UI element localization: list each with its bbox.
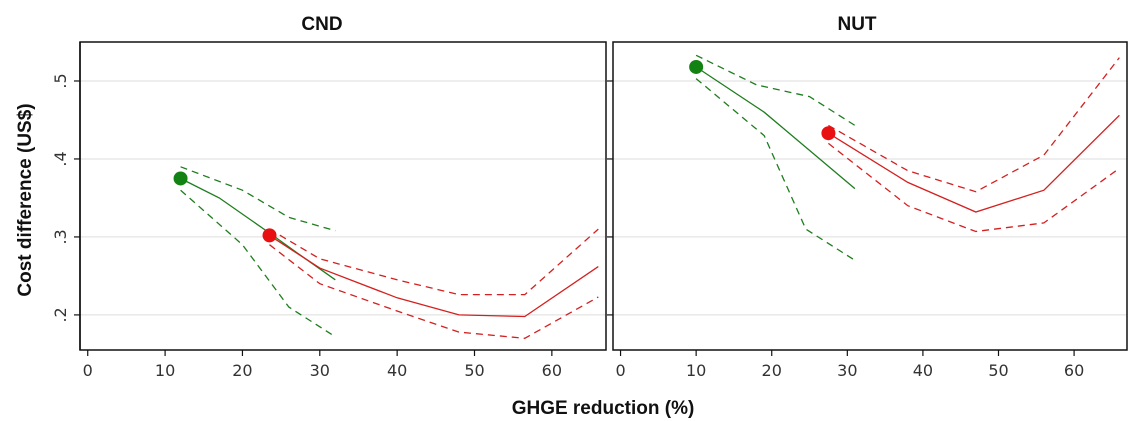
x-tick-label-nut-0: 0: [615, 361, 625, 380]
ci-upper-cnd-green: [180, 166, 336, 232]
x-tick-label-nut-6: 60: [1064, 361, 1084, 380]
series-line-cnd-green: [180, 177, 336, 281]
y-axis-title: Cost difference (US$): [15, 103, 36, 296]
x-tick-label-cnd-6: 60: [542, 361, 562, 380]
series-line-cnd-red: [269, 234, 599, 318]
point-cnd-red: [262, 228, 277, 243]
x-tick-label-nut-1: 10: [686, 361, 706, 380]
plot-frame-cnd: [79, 41, 607, 351]
y-tick-label-0: .2: [51, 307, 70, 322]
x-tick-label-cnd-0: 0: [83, 361, 93, 380]
panel-cnd: 0 10 20 30 40 50 60 .2 .3 .4 .5: [51, 41, 607, 380]
x-tick-label-cnd-4: 40: [387, 361, 407, 380]
ci-upper-cnd-red: [269, 228, 599, 296]
x-tick-label-cnd-1: 10: [155, 361, 175, 380]
panel-title-nut: NUT: [837, 14, 876, 35]
point-cnd-green: [173, 171, 188, 186]
panel-nut: 0 10 20 30 40 50 60: [607, 41, 1128, 380]
x-tick-label-nut-3: 30: [837, 361, 857, 380]
x-tick-label-cnd-2: 20: [232, 361, 252, 380]
ci-upper-nut-green: [695, 54, 856, 126]
x-tick-label-nut-4: 40: [913, 361, 933, 380]
ci-lower-cnd-green: [180, 189, 336, 338]
plot-frame-nut: [612, 41, 1128, 351]
y-tick-label-1: .3: [51, 229, 70, 244]
ci-lower-nut-red: [827, 142, 1120, 233]
x-tick-label-nut-2: 20: [762, 361, 782, 380]
ci-lower-cnd-red: [269, 244, 599, 339]
point-nut-red: [821, 126, 836, 141]
x-axis-title: GHGE reduction (%): [512, 398, 695, 419]
x-tick-label-nut-5: 50: [988, 361, 1008, 380]
series-line-nut-red: [828, 114, 1120, 213]
panel-title-cnd: CND: [301, 14, 342, 35]
y-tick-label-3: .5: [51, 73, 70, 88]
point-nut-green: [689, 59, 704, 74]
x-tick-label-cnd-3: 30: [310, 361, 330, 380]
x-tick-label-cnd-5: 50: [464, 361, 484, 380]
ci-lower-nut-green: [695, 78, 856, 261]
ci-upper-nut-red: [828, 57, 1120, 193]
series-line-nut-green: [695, 66, 856, 190]
y-tick-label-2: .4: [51, 151, 70, 166]
